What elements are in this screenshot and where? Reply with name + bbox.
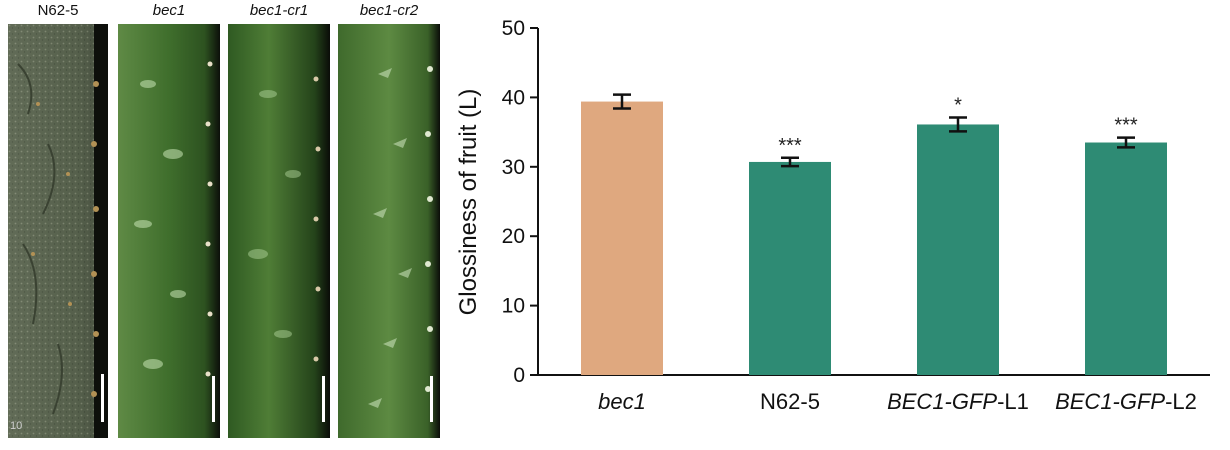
x-category-label: BEC1-GFP-L1: [887, 389, 1029, 414]
bar: [1085, 142, 1167, 375]
fruit-photo: 10: [8, 24, 108, 438]
panel-label: bec1-cr2: [359, 2, 419, 19]
panel-label: bec1-cr1: [249, 2, 309, 19]
significance-label: ***: [778, 135, 802, 157]
y-tick-label: 20: [502, 225, 525, 248]
bar-chart: Glossiness of fruit (L) 0 10 20 30 40 50 bec1 *…: [455, 17, 1210, 414]
plot-area: 0 10 20 30 40 50 bec1 *** N62-5 * BEC1-GFP-L1 *** BE…: [502, 17, 1210, 414]
x-category-label: N62-5: [760, 389, 820, 414]
x-category-label: bec1: [598, 389, 646, 414]
photo-panel-1: N62-5: [8, 0, 108, 450]
photo-panel-3: bec1-cr1: [228, 0, 330, 450]
y-tick-label: 0: [513, 364, 525, 387]
y-tick-label: 10: [502, 295, 525, 318]
fruit-photo: [338, 24, 440, 438]
fruit-photo: [228, 24, 330, 438]
bar: [749, 161, 831, 375]
x-category-label: BEC1-GFP-L2: [1055, 389, 1197, 414]
photo-panel-4: bec1-cr2: [338, 0, 440, 450]
panel-label: bec1: [152, 2, 186, 19]
photo-panel-2: bec1: [118, 0, 220, 450]
bar: [917, 124, 999, 375]
panel-label: N62-5: [37, 2, 79, 19]
photo-corner-mark: 10: [10, 420, 23, 432]
bar: [581, 101, 663, 376]
fruit-photo: [118, 24, 220, 438]
y-axis-label: Glossiness of fruit (L): [455, 89, 482, 316]
y-tick-label: 40: [502, 86, 525, 109]
y-tick-label: 50: [502, 17, 525, 40]
significance-label: ***: [1114, 115, 1138, 137]
significance-label: *: [954, 95, 962, 117]
y-tick-label: 30: [502, 156, 525, 179]
